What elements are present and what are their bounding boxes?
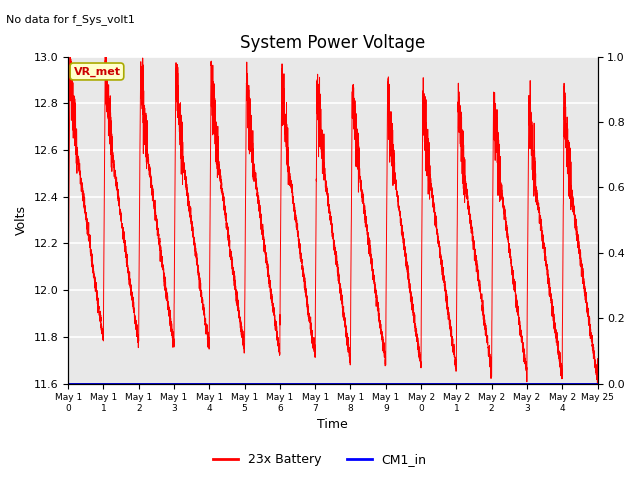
- X-axis label: Time: Time: [317, 419, 348, 432]
- Legend: 23x Battery, CM1_in: 23x Battery, CM1_in: [208, 448, 432, 471]
- CM1_in: [592, 381, 600, 386]
- 23x Battery: [593, 381, 601, 386]
- Line: 23x Battery: 23x Battery: [68, 53, 598, 384]
- CM1_in: [262, 381, 270, 386]
- CM1_in: [594, 381, 602, 386]
- 23x Battery: [594, 356, 602, 361]
- CM1_in: [177, 381, 185, 386]
- 23x Battery: [178, 113, 186, 119]
- 23x Battery: [262, 253, 270, 259]
- 23x Battery: [592, 370, 600, 375]
- CM1_in: [481, 381, 489, 386]
- 23x Battery: [406, 285, 413, 291]
- Title: System Power Voltage: System Power Voltage: [240, 34, 426, 52]
- 23x Battery: [101, 50, 109, 56]
- 23x Battery: [481, 321, 489, 327]
- Text: VR_met: VR_met: [74, 66, 120, 77]
- CM1_in: [172, 381, 180, 386]
- CM1_in: [64, 381, 72, 386]
- 23x Battery: [172, 77, 180, 83]
- 23x Battery: [64, 312, 72, 317]
- Text: No data for f_Sys_volt1: No data for f_Sys_volt1: [6, 14, 135, 25]
- Y-axis label: Volts: Volts: [15, 205, 28, 235]
- CM1_in: [406, 381, 413, 386]
